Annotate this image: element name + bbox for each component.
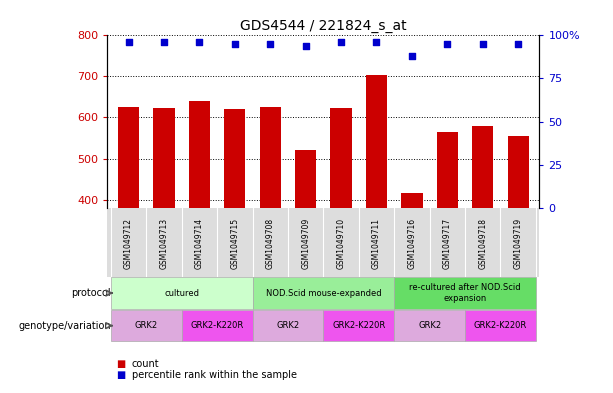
Bar xyxy=(324,310,394,341)
Bar xyxy=(436,132,458,208)
Bar xyxy=(189,101,210,208)
Point xyxy=(159,39,169,46)
Bar xyxy=(330,108,352,208)
Text: GSM1049718: GSM1049718 xyxy=(478,218,487,269)
Text: genotype/variation: genotype/variation xyxy=(18,321,111,331)
Bar xyxy=(111,310,181,341)
Point xyxy=(230,41,240,47)
Text: GRK2: GRK2 xyxy=(276,321,300,330)
Bar xyxy=(118,107,139,208)
Bar xyxy=(394,277,536,309)
Bar xyxy=(295,150,316,208)
Point xyxy=(194,39,204,46)
Text: GSM1049710: GSM1049710 xyxy=(337,218,346,269)
Bar xyxy=(111,277,253,309)
Bar xyxy=(402,193,422,208)
Text: GSM1049712: GSM1049712 xyxy=(124,218,133,269)
Text: GSM1049719: GSM1049719 xyxy=(514,218,523,269)
Point xyxy=(407,53,417,59)
Text: GSM1049708: GSM1049708 xyxy=(265,218,275,269)
Text: GSM1049714: GSM1049714 xyxy=(195,218,204,269)
Text: GSM1049713: GSM1049713 xyxy=(159,218,169,269)
Bar xyxy=(366,75,387,208)
Bar xyxy=(181,310,253,341)
Text: GSM1049716: GSM1049716 xyxy=(408,218,416,269)
Bar xyxy=(472,126,493,208)
Text: GRK2: GRK2 xyxy=(418,321,441,330)
Text: count: count xyxy=(132,358,159,369)
Point xyxy=(443,41,452,47)
Bar xyxy=(394,310,465,341)
Text: GRK2: GRK2 xyxy=(135,321,158,330)
Bar xyxy=(153,108,175,208)
Text: percentile rank within the sample: percentile rank within the sample xyxy=(132,370,297,380)
Point xyxy=(371,39,381,46)
Text: protocol: protocol xyxy=(71,288,111,298)
Bar xyxy=(224,109,245,208)
Bar xyxy=(259,107,281,208)
Text: re-cultured after NOD.Scid
expansion: re-cultured after NOD.Scid expansion xyxy=(409,283,521,303)
Title: GDS4544 / 221824_s_at: GDS4544 / 221824_s_at xyxy=(240,19,406,33)
Text: cultured: cultured xyxy=(164,288,199,298)
Text: NOD.Scid mouse-expanded: NOD.Scid mouse-expanded xyxy=(265,288,381,298)
Bar xyxy=(253,277,394,309)
Text: GRK2-K220R: GRK2-K220R xyxy=(474,321,527,330)
Point xyxy=(301,42,311,49)
Text: GRK2-K220R: GRK2-K220R xyxy=(332,321,386,330)
Point xyxy=(265,41,275,47)
Bar xyxy=(253,310,324,341)
Text: ■: ■ xyxy=(116,358,126,369)
Text: ■: ■ xyxy=(116,370,126,380)
Point xyxy=(513,41,523,47)
Text: GSM1049709: GSM1049709 xyxy=(301,218,310,269)
Bar xyxy=(508,136,529,208)
Bar xyxy=(465,310,536,341)
Text: GSM1049711: GSM1049711 xyxy=(372,218,381,269)
Text: GSM1049715: GSM1049715 xyxy=(230,218,239,269)
Text: GRK2-K220R: GRK2-K220R xyxy=(191,321,244,330)
Point xyxy=(124,39,134,46)
Point xyxy=(336,39,346,46)
Text: GSM1049717: GSM1049717 xyxy=(443,218,452,269)
Point xyxy=(478,41,488,47)
